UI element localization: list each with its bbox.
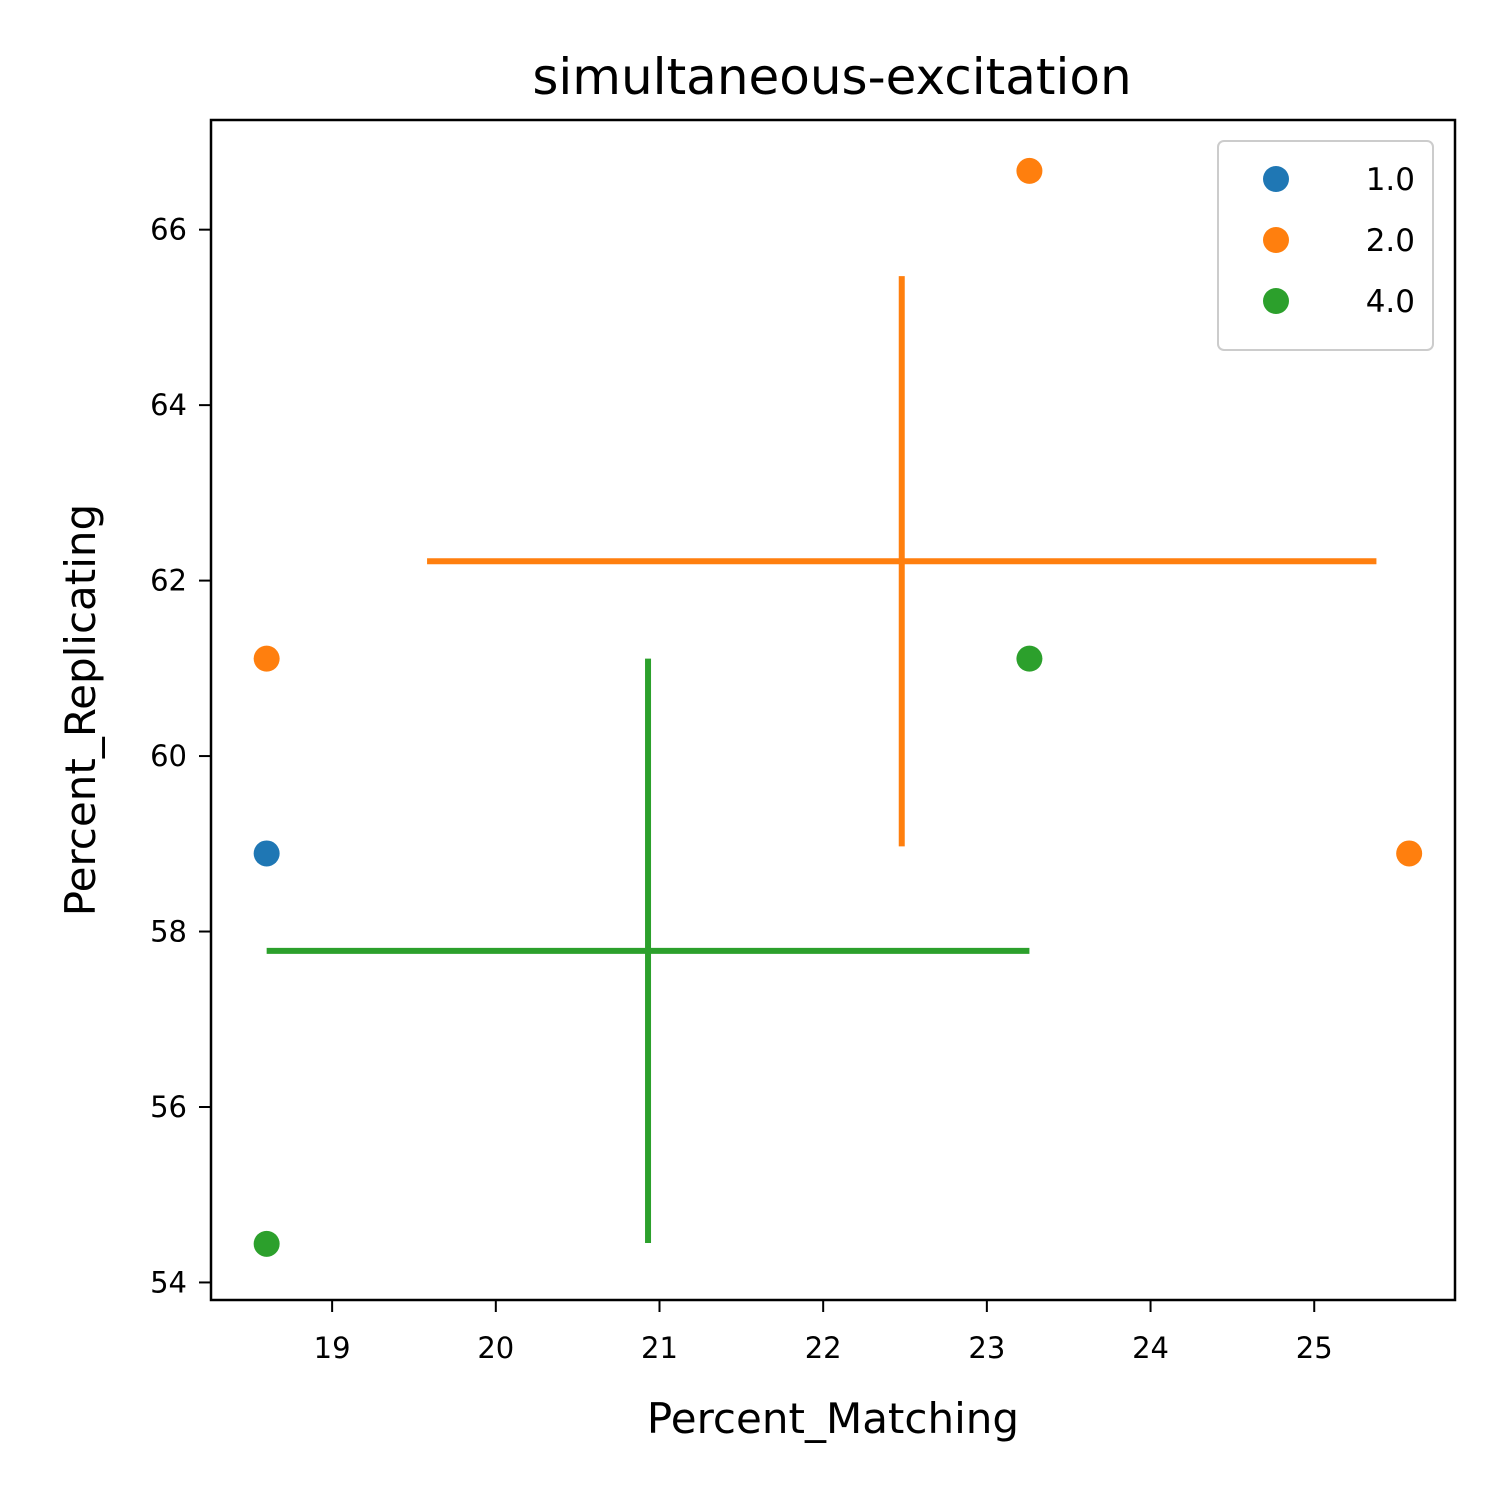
data-point-2.0-2 (1396, 840, 1423, 867)
data-point-1.0-0 (253, 840, 280, 867)
legend-label-2.0: 2.0 (1366, 223, 1415, 259)
data-point-4.0-1 (1016, 645, 1043, 672)
plot-layer (253, 157, 1423, 1257)
x-axis: 19 20 21 22 23 24 25 (314, 1300, 1333, 1365)
y-tick-label-58: 58 (150, 915, 187, 949)
y-tick-label-56: 56 (150, 1090, 187, 1124)
x-tick-label-23: 23 (968, 1331, 1005, 1365)
x-tick-label-22: 22 (805, 1331, 842, 1365)
series-2.0 (253, 157, 1423, 867)
y-tick-label-64: 64 (150, 388, 187, 422)
x-axis-label: Percent_Matching (647, 1394, 1019, 1443)
legend: 1.0 2.0 4.0 (1217, 140, 1434, 351)
data-point-4.0-0 (253, 1230, 280, 1257)
legend-marker-2.0 (1263, 227, 1289, 253)
plot-frame (209, 118, 1457, 1302)
x-tick-label-24: 24 (1132, 1331, 1169, 1365)
y-tick-label-60: 60 (150, 739, 187, 773)
series-1.0 (253, 840, 280, 867)
y-tick-label-54: 54 (150, 1265, 187, 1299)
y-axis-label: Percent_Replicating (56, 504, 105, 916)
data-point-2.0-0 (253, 645, 280, 672)
legend-marker-4.0 (1263, 288, 1289, 314)
x-tick-label-19: 19 (314, 1331, 351, 1365)
legend-label-4.0: 4.0 (1366, 284, 1415, 320)
legend-label-1.0: 1.0 (1366, 162, 1415, 198)
y-axis: 54 56 58 60 62 64 66 (150, 213, 211, 1299)
chart-title: simultaneous-excitation (532, 48, 1131, 106)
x-tick-label-25: 25 (1296, 1331, 1333, 1365)
legend-marker-1.0 (1263, 166, 1289, 192)
x-tick-label-21: 21 (641, 1331, 678, 1365)
x-tick-label-20: 20 (477, 1331, 514, 1365)
series-4.0 (253, 645, 1043, 1257)
data-point-2.0-1 (1016, 157, 1043, 184)
y-tick-label-66: 66 (150, 213, 187, 247)
y-tick-label-62: 62 (150, 564, 187, 598)
